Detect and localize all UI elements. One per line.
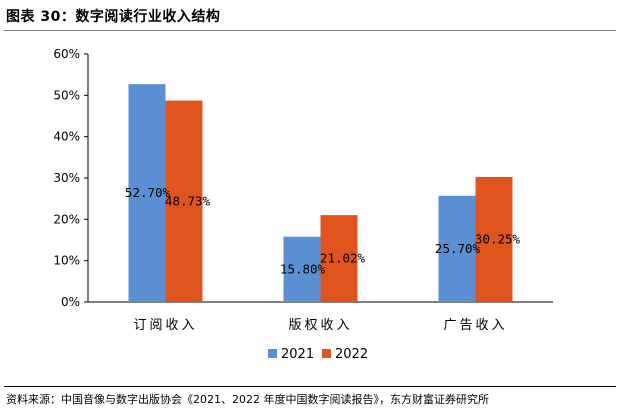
bar-2022-2: [475, 176, 513, 302]
data-label: 30.25%: [475, 231, 521, 246]
data-label: 48.73%: [165, 193, 211, 208]
bar-2021-2: [438, 195, 476, 302]
data-label: 15.80%: [280, 261, 326, 276]
y-tick-label: 10%: [53, 254, 80, 268]
data-label: 25.70%: [435, 241, 481, 256]
bar-2022-1: [320, 215, 358, 302]
legend-label: 2022: [335, 347, 368, 362]
y-tick-label: 60%: [53, 47, 80, 61]
source-note: 资料来源：中国音像与数字出版协会《2021、2022 年度中国数字阅读报告》，东…: [6, 393, 489, 406]
y-tick-label: 0%: [61, 295, 80, 309]
bar-chart: 0%10%20%30%40%50%60% 52.70%48.73%15.80%2…: [53, 47, 553, 362]
data-label: 21.02%: [320, 251, 366, 266]
caption-rule: [4, 30, 616, 31]
category-label: 版权收入: [288, 317, 352, 333]
y-axis-ticks: 0% 10% 20% 30% 40% 50% 60%: [53, 47, 88, 309]
category-label: 广告收入: [443, 318, 507, 333]
bar-2021-0: [128, 84, 166, 302]
y-tick-label: 50%: [53, 88, 80, 102]
bar-2021-1: [283, 236, 321, 302]
legend-swatch-2021: [268, 349, 277, 358]
category-label: 订阅收入: [133, 318, 197, 333]
legend-label: 2021: [281, 347, 314, 362]
y-tick-label: 30%: [53, 171, 80, 185]
source-rule: [4, 386, 616, 387]
bars-layer: [128, 84, 513, 302]
y-tick-label: 40%: [53, 130, 80, 144]
figure-caption: 图表 30：数字阅读行业收入结构: [6, 9, 221, 25]
data-labels-layer: 52.70%48.73% 15.80%21.02% 25.70%30.25%: [125, 185, 521, 276]
legend: 2021 2022: [268, 347, 368, 362]
data-label: 52.70%: [125, 185, 171, 200]
category-labels-layer: 订阅收入 版权收入 广告收入: [133, 317, 507, 333]
bar-2022-0: [165, 100, 203, 302]
legend-swatch-2022: [322, 349, 331, 358]
y-tick-label: 20%: [53, 212, 80, 226]
